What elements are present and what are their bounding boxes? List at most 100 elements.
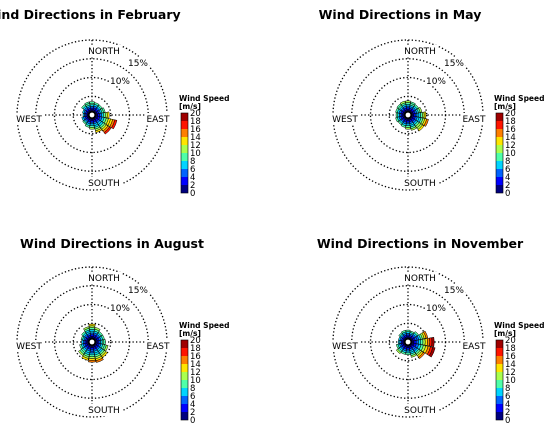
direction-label-bg — [402, 45, 438, 57]
colorbar-segment — [181, 340, 188, 348]
colorbar-tick-label: 18 — [190, 117, 201, 127]
colorbar-tick-label: 8 — [505, 384, 510, 394]
direction-label-west: WEST — [16, 342, 42, 352]
ring-label: 15% — [128, 59, 148, 69]
colorbar-segment — [496, 412, 503, 420]
colorbar-tick-label: 2 — [190, 408, 195, 418]
speed-band — [401, 329, 407, 334]
speed-band — [84, 101, 90, 106]
speed-band — [81, 104, 87, 110]
colorbar-segment — [496, 177, 503, 185]
speed-band — [410, 101, 416, 106]
speed-band — [399, 100, 406, 105]
sector-67.5 — [410, 330, 429, 342]
colorbar-frame — [180, 112, 189, 194]
center-marker-inner — [405, 112, 411, 118]
ring-label-bg — [443, 57, 465, 68]
sector-270 — [397, 339, 405, 345]
speed-band — [101, 107, 106, 113]
ring-label: 10% — [426, 77, 446, 87]
speed-band — [413, 104, 419, 110]
colorbar-title: Wind Speed — [494, 321, 544, 330]
direction-label-bg — [461, 340, 487, 352]
colorbar-tick-label: 20 — [505, 109, 516, 119]
colorbar-tick-label: 10 — [190, 376, 201, 386]
colorbar-segment — [181, 145, 188, 153]
direction-label-bg — [145, 113, 171, 125]
speed-band — [88, 323, 96, 327]
speed-band — [395, 116, 400, 123]
speed-band — [89, 101, 95, 104]
speed-band — [397, 339, 401, 345]
speed-band — [95, 128, 103, 133]
direction-label-bg — [402, 177, 438, 189]
speed-band — [103, 344, 109, 352]
speed-band — [398, 336, 402, 341]
wind-rose-panel-4: Wind Directions in November NORTH SOUTH EAS… — [317, 236, 545, 426]
sector-135 — [93, 343, 108, 358]
direction-label-north: NORTH — [404, 274, 436, 284]
speed-band — [409, 330, 415, 335]
colorbar-segment — [496, 372, 503, 380]
colorbar-tick-label: 14 — [190, 133, 201, 143]
direction-label-bg — [15, 113, 43, 125]
speed-band — [81, 116, 85, 122]
colorbar-frame — [495, 112, 504, 194]
colorbar-unit: [m/s] — [494, 102, 516, 111]
speed-band — [413, 331, 419, 337]
direction-label-bg — [461, 113, 487, 125]
colorbar-tick-label: 10 — [505, 149, 516, 159]
ring-label: 15% — [444, 286, 464, 296]
colorbar-tick-label: 4 — [190, 173, 195, 183]
sector-90 — [95, 339, 106, 345]
speed-band — [88, 359, 96, 363]
speed-band — [395, 112, 399, 118]
center-marker-inner — [89, 339, 95, 345]
speed-band — [400, 123, 407, 128]
colorbar-tick-label: 6 — [190, 165, 195, 175]
direction-label-north: NORTH — [404, 47, 436, 57]
ring-label-bg — [109, 302, 131, 313]
speed-band — [405, 329, 411, 333]
speed-band — [410, 353, 417, 358]
colorbar-tick-label: 16 — [190, 352, 201, 362]
direction-label-bg — [86, 45, 122, 57]
speed-band — [82, 113, 85, 117]
colorbar-segment — [496, 356, 503, 364]
speed-band — [97, 331, 103, 337]
sector-180 — [405, 345, 411, 355]
speed-band — [400, 350, 407, 355]
colorbar-tick-label: 14 — [190, 360, 201, 370]
colorbar-tick-label: 20 — [190, 109, 201, 119]
colorbar-tick-label: 20 — [190, 336, 201, 346]
speed-band — [82, 120, 87, 125]
colorbar-tick-label: 14 — [505, 360, 516, 370]
direction-label-bg — [86, 177, 122, 189]
speed-band — [81, 355, 89, 361]
speed-band — [418, 339, 421, 345]
colorbar-title: Wind Speed — [494, 94, 544, 103]
sector-202.5 — [81, 344, 92, 361]
direction-label-east: EAST — [146, 342, 170, 352]
colorbar-frame — [180, 339, 189, 421]
colorbar-segment — [181, 356, 188, 364]
direction-label-south: SOUTH — [88, 406, 120, 416]
colorbar-segment — [496, 404, 503, 412]
speed-band — [93, 102, 100, 107]
speed-band — [81, 331, 87, 337]
colorbar-tick-label: 4 — [505, 400, 510, 410]
colorbar-segment — [496, 348, 503, 356]
panel-title: Wind Directions in November — [317, 236, 524, 251]
colorbar-segment — [181, 412, 188, 420]
direction-label-west: WEST — [332, 342, 358, 352]
colorbar-segment — [181, 348, 188, 356]
speed-band — [395, 343, 400, 349]
colorbar-segment — [496, 388, 503, 396]
speed-band — [415, 339, 419, 345]
speed-band — [395, 348, 402, 355]
speed-band — [418, 106, 423, 113]
sector-0 — [89, 101, 95, 112]
speed-band — [418, 352, 426, 360]
